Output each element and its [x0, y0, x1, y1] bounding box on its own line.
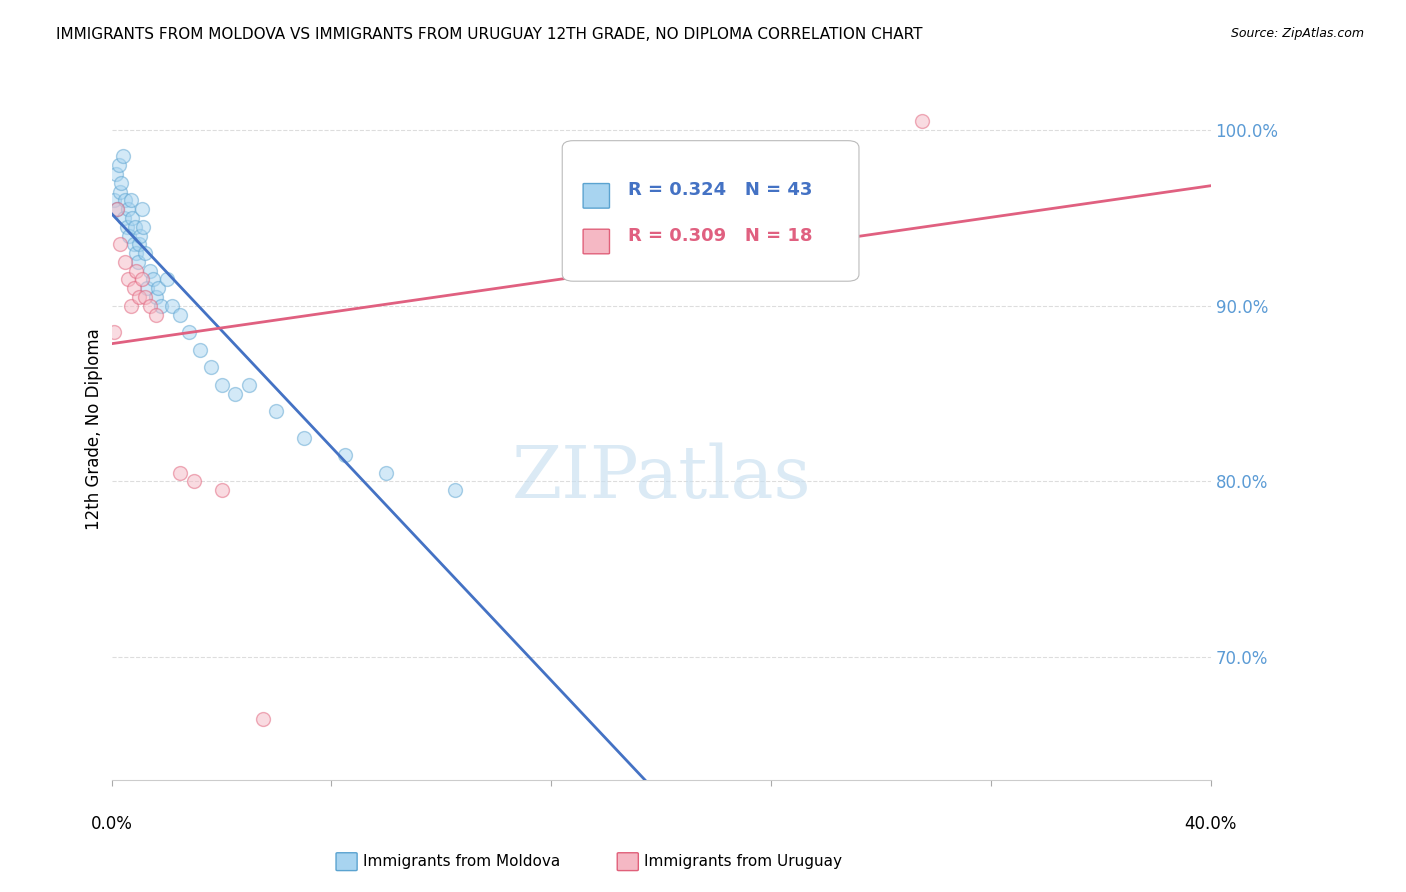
Point: [125, 246, 148, 260]
Point: [177, 325, 200, 339]
Point: [117, 202, 139, 217]
Point: [911, 114, 934, 128]
Point: [127, 255, 149, 269]
Point: [211, 377, 233, 392]
Point: [120, 194, 142, 208]
Point: [131, 272, 153, 286]
Point: [169, 466, 191, 480]
Point: [132, 219, 155, 234]
Point: [104, 167, 127, 181]
Point: [110, 176, 132, 190]
FancyBboxPatch shape: [562, 141, 859, 281]
Point: [131, 202, 153, 217]
Point: [114, 255, 136, 269]
Text: Immigrants from Uruguay: Immigrants from Uruguay: [644, 855, 842, 869]
Text: IMMIGRANTS FROM MOLDOVA VS IMMIGRANTS FROM URUGUAY 12TH GRADE, NO DIPLOMA CORREL: IMMIGRANTS FROM MOLDOVA VS IMMIGRANTS FR…: [56, 27, 922, 42]
Point: [114, 194, 136, 208]
Point: [292, 431, 315, 445]
Point: [238, 377, 260, 392]
Point: [117, 272, 139, 286]
Point: [128, 290, 150, 304]
Point: [155, 272, 177, 286]
Point: [122, 281, 145, 295]
Point: [124, 219, 146, 234]
Point: [103, 194, 125, 208]
Text: R = 0.309   N = 18: R = 0.309 N = 18: [628, 227, 813, 244]
Text: 40.0%: 40.0%: [1184, 815, 1237, 833]
Point: [148, 281, 170, 295]
Text: Immigrants from Moldova: Immigrants from Moldova: [363, 855, 560, 869]
FancyBboxPatch shape: [583, 229, 609, 254]
Point: [103, 325, 125, 339]
Point: [444, 483, 467, 498]
Point: [145, 308, 167, 322]
Point: [150, 299, 173, 313]
Point: [125, 263, 148, 277]
Point: [105, 202, 128, 217]
Point: [134, 290, 156, 304]
Point: [105, 202, 128, 217]
Point: [188, 343, 211, 357]
Point: [335, 448, 357, 462]
Point: [108, 185, 131, 199]
Point: [252, 712, 274, 726]
Point: [120, 299, 142, 313]
Text: ZIPatlas: ZIPatlas: [512, 442, 811, 513]
Point: [115, 219, 138, 234]
Point: [266, 404, 288, 418]
Point: [128, 237, 150, 252]
Point: [142, 272, 165, 286]
Point: [139, 263, 162, 277]
Point: [129, 228, 152, 243]
Point: [375, 466, 398, 480]
Point: [112, 211, 135, 225]
Point: [200, 360, 222, 375]
Point: [160, 299, 183, 313]
Point: [108, 237, 131, 252]
Y-axis label: 12th Grade, No Diploma: 12th Grade, No Diploma: [86, 328, 103, 530]
Point: [136, 281, 159, 295]
Point: [121, 211, 143, 225]
Point: [134, 246, 156, 260]
Point: [224, 386, 246, 401]
FancyBboxPatch shape: [583, 184, 609, 208]
Text: Source: ZipAtlas.com: Source: ZipAtlas.com: [1230, 27, 1364, 40]
Point: [145, 290, 167, 304]
Point: [211, 483, 233, 498]
Point: [122, 237, 145, 252]
Text: 0.0%: 0.0%: [91, 815, 132, 833]
Point: [183, 475, 205, 489]
Point: [169, 308, 191, 322]
Point: [118, 228, 141, 243]
Point: [111, 149, 134, 163]
Point: [139, 299, 162, 313]
Text: R = 0.324   N = 43: R = 0.324 N = 43: [628, 181, 813, 199]
Point: [107, 158, 129, 172]
